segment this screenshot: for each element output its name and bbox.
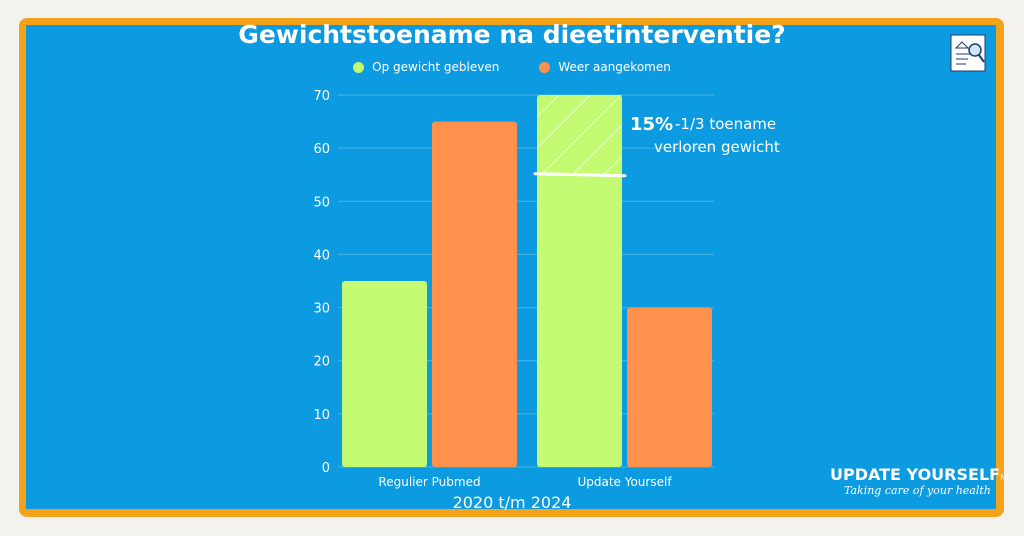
legend-label: Weer aangekomen [558,60,671,74]
x-tick-label: Regulier Pubmed [378,475,480,489]
legend-item-1: Weer aangekomen [539,60,671,74]
y-tick-label: 0 [322,461,330,476]
annotation-percent: 15% [630,114,674,135]
x-tick-label: Update Yourself [577,475,672,489]
logo-tagline: Taking care of your health [844,484,991,497]
x-axis-title: 2020 t/m 2024 [452,493,572,512]
legend-swatch [539,61,551,73]
legend-label: Op gewicht gebleven [372,60,500,74]
legend-swatch [353,61,365,73]
y-tick-label: 10 [313,408,330,423]
y-tick-label: 70 [313,89,330,104]
chart-title: Gewichtstoename na dieetinterventie? [0,20,1024,49]
bar-op-gewicht-gebleven [537,95,622,467]
logo-name: UPDATE YOURSELF [830,465,1001,484]
logo-suffix: NL [1000,473,1011,482]
y-tick-label: 50 [313,195,330,210]
y-tick-label: 60 [313,142,330,157]
bar-weer-aangekomen [627,307,712,467]
bar-weer-aangekomen [432,121,517,468]
bar-op-gewicht-gebleven [342,281,427,467]
chart-title-text: Gewichtstoename na dieetinterventie? [238,20,786,49]
legend-item-0: Op gewicht gebleven [353,60,499,74]
hatched-highlight [537,95,622,175]
annotation-line2: verloren gewicht [654,138,780,156]
y-tick-label: 40 [313,248,330,263]
legend: Op gewicht gebleven Weer aangekomen [0,60,1024,74]
logo: UPDATE YOURSELFNL Taking care of your he… [830,465,1011,497]
y-tick-label: 30 [313,302,330,317]
document-search-icon [950,34,986,72]
y-tick-label: 20 [313,355,330,370]
annotation-line1: -1/3 toename [675,115,777,133]
highlight-divider [533,172,627,178]
